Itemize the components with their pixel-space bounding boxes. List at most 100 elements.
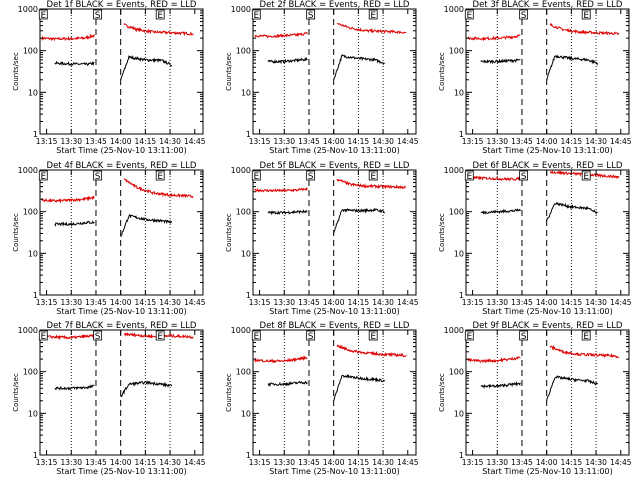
y-tick-label: 1000 (231, 166, 251, 175)
events-series-line (120, 54, 173, 80)
y-tick-label: 1000 (444, 326, 464, 335)
x-tick-label: 14:00 (536, 137, 558, 146)
events-series-line (54, 384, 95, 391)
y-tick-label: 1000 (444, 166, 464, 175)
y-tick-label: 100 (23, 47, 38, 56)
y-tick-label: 10 (454, 249, 464, 258)
x-tick-label: 14:30 (372, 137, 394, 146)
x-tick-label: 14:45 (184, 137, 206, 146)
y-axis-label: Counts/sec (438, 213, 446, 252)
y-tick-label: 1 (459, 451, 464, 460)
chart-panel-6: Det 6f BLACK = Events, RED = LLD 1 10 100 10… (438, 161, 632, 316)
x-tick-label: 14:30 (159, 458, 181, 467)
x-tick-label: 14:15 (135, 458, 157, 467)
y-tick-label: 1000 (18, 166, 38, 175)
lld-series-line (467, 175, 521, 182)
x-tick-label: 14:30 (585, 298, 607, 307)
x-tick-label: 13:30 (273, 458, 295, 467)
x-tick-label: 14:00 (110, 137, 132, 146)
x-tick-label: 14:30 (159, 137, 181, 146)
x-axis-label: Start Time (25-Nov-10 13:11:00) (482, 146, 612, 155)
x-tick-label: 14:15 (348, 298, 370, 307)
marker-label: E (40, 11, 46, 21)
x-tick-label: 13:45 (85, 298, 107, 307)
marker-label: E (370, 172, 376, 182)
x-tick-label: 13:45 (298, 137, 320, 146)
y-tick-label: 10 (241, 249, 251, 258)
events-series-line (333, 207, 385, 234)
marker-label: E (370, 332, 376, 342)
lld-series-line (549, 23, 620, 36)
marker-label: S (95, 332, 101, 342)
x-axis-label: Start Time (25-Nov-10 13:11:00) (269, 146, 399, 155)
marker-box (464, 170, 474, 181)
x-tick-label: 13:45 (298, 458, 320, 467)
panel-title: Det 4f BLACK = Events, RED = LLD (47, 161, 197, 171)
x-tick-label: 14:45 (397, 137, 419, 146)
x-tick-label: 13:30 (273, 137, 295, 146)
x-tick-label: 13:15 (249, 298, 271, 307)
x-tick-label: 13:45 (511, 458, 533, 467)
x-tick-label: 14:00 (323, 458, 345, 467)
x-tick-label: 14:30 (585, 458, 607, 467)
chart-panel-1: Det 1f BLACK = Events, RED = LLD 1 10 100 10… (12, 0, 206, 155)
x-tick-label: 14:45 (184, 458, 206, 467)
y-tick-label: 100 (449, 368, 464, 377)
x-tick-label: 14:15 (348, 458, 370, 467)
chart-panel-7: Det 7f BLACK = Events, RED = LLD 1 10 100 10… (12, 321, 206, 476)
y-tick-label: 100 (236, 208, 251, 217)
lld-series-line (41, 33, 95, 42)
chart-panel-9: Det 9f BLACK = Events, RED = LLD 1 10 100 10… (438, 321, 632, 476)
x-tick-label: 13:15 (462, 458, 484, 467)
x-tick-label: 14:00 (110, 298, 132, 307)
y-axis-label: Counts/sec (12, 52, 20, 91)
y-tick-label: 100 (449, 208, 464, 217)
plot-frame (465, 329, 630, 456)
marker-box (581, 9, 591, 20)
x-tick-label: 14:15 (561, 298, 583, 307)
x-tick-label: 13:15 (249, 458, 271, 467)
marker-label: E (583, 332, 589, 342)
y-axis-label: Counts/sec (225, 213, 233, 252)
x-tick-label: 14:00 (323, 137, 345, 146)
chart-panel-5: Det 5f BLACK = Events, RED = LLD 1 10 100 10… (225, 161, 419, 316)
x-tick-label: 14:15 (561, 458, 583, 467)
y-tick-label: 10 (28, 249, 38, 258)
marker-label: E (40, 172, 46, 182)
marker-box (306, 9, 316, 20)
y-tick-label: 100 (23, 368, 38, 377)
x-tick-label: 14:15 (348, 137, 370, 146)
marker-box (368, 330, 378, 341)
marker-box (368, 9, 378, 20)
y-tick-label: 10 (241, 409, 251, 418)
y-axis-label: Counts/sec (438, 373, 446, 412)
x-tick-label: 14:30 (159, 298, 181, 307)
lld-series-line (41, 333, 95, 341)
x-axis-label: Start Time (25-Nov-10 13:11:00) (56, 307, 186, 316)
marker-label: S (521, 11, 527, 21)
y-tick-label: 1 (246, 130, 251, 139)
events-series-line (480, 380, 521, 390)
panel-title: Det 2f BLACK = Events, RED = LLD (260, 0, 410, 10)
marker-box (93, 9, 103, 20)
plot-frame (465, 8, 630, 135)
lld-series-line (123, 23, 194, 37)
x-tick-label: 13:30 (273, 298, 295, 307)
x-tick-label: 13:45 (511, 298, 533, 307)
plot-frame (252, 169, 417, 296)
events-series-line (54, 60, 95, 67)
marker-label: E (583, 172, 589, 182)
lld-series-line (336, 178, 407, 190)
panel-title: Det 8f BLACK = Events, RED = LLD (260, 321, 410, 331)
marker-label: S (308, 172, 314, 182)
events-series-line (120, 213, 173, 237)
marker-label: E (466, 332, 472, 342)
marker-label: E (253, 172, 259, 182)
x-axis-label: Start Time (25-Nov-10 13:11:00) (482, 467, 612, 476)
marker-box (155, 170, 165, 181)
y-tick-label: 1000 (231, 326, 251, 335)
marker-box (155, 330, 165, 341)
x-axis-label: Start Time (25-Nov-10 13:11:00) (269, 307, 399, 316)
events-series-line (267, 209, 308, 216)
